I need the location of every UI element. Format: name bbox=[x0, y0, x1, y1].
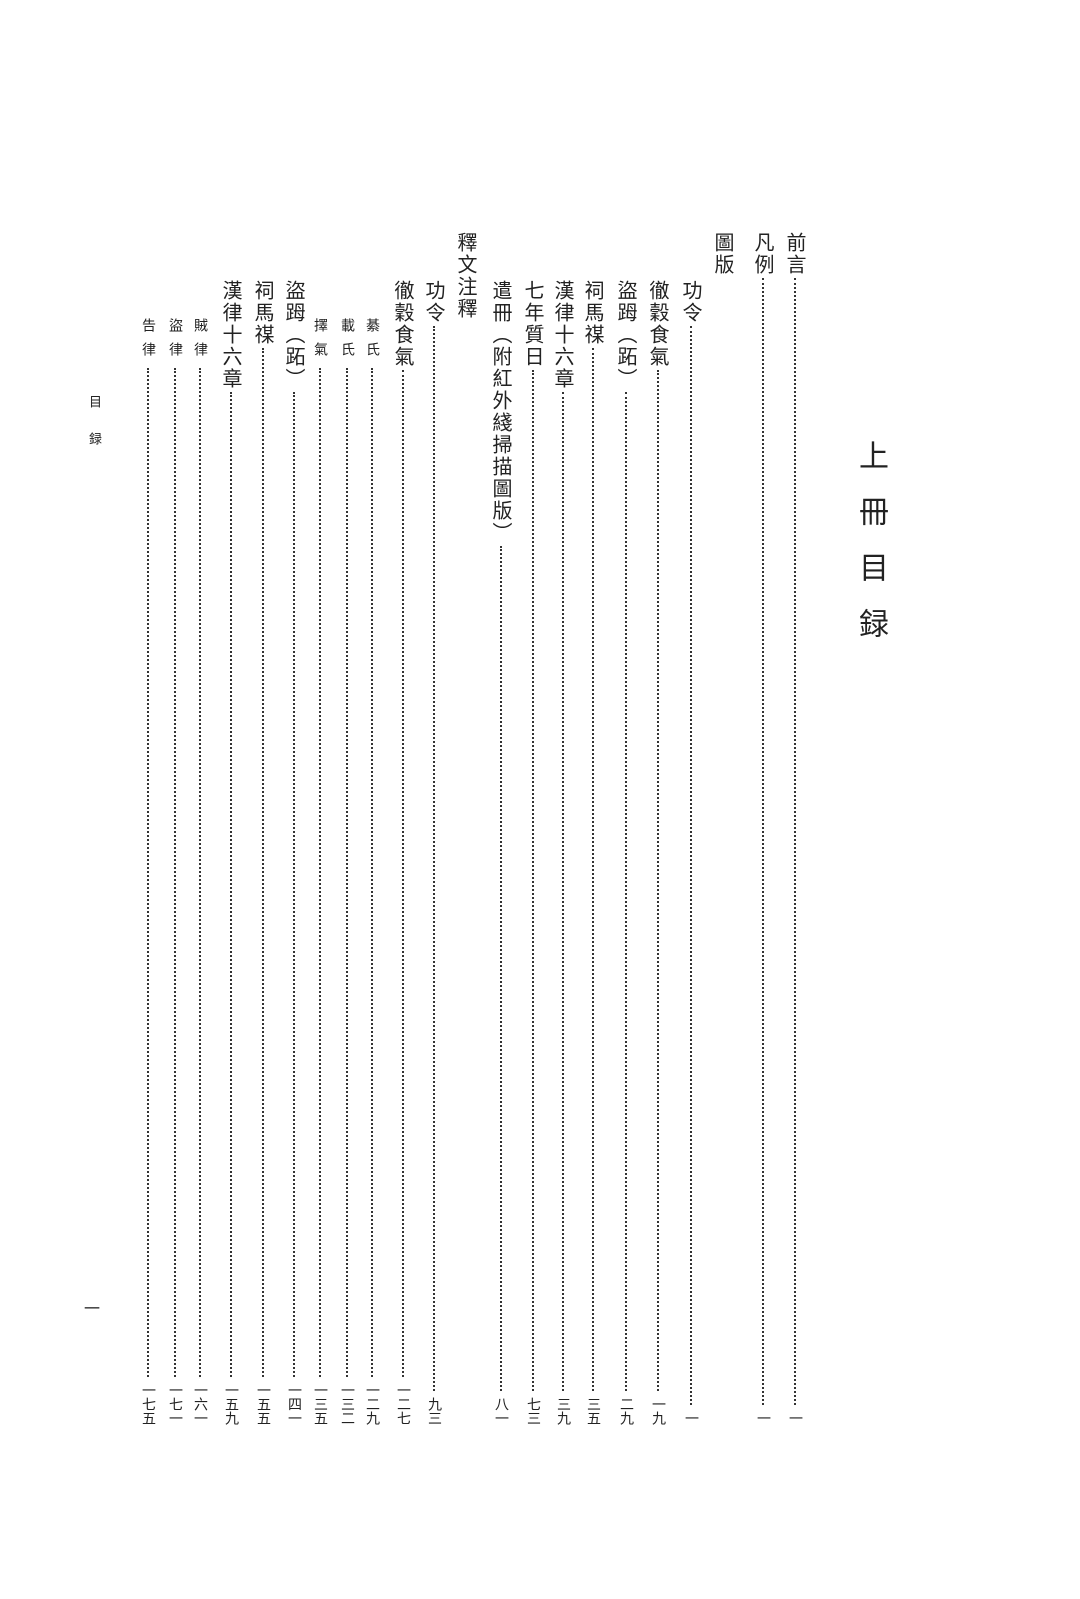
toc-entry: 漢律十六章 三九 bbox=[551, 280, 575, 1425]
dot-leader bbox=[293, 392, 295, 1377]
toc-entry-label: 告律 bbox=[140, 318, 156, 366]
toc-entry-label: 徹穀食氣 bbox=[646, 280, 670, 368]
toc-entry: 功令 九三 bbox=[422, 280, 446, 1425]
dot-leader bbox=[262, 348, 264, 1377]
toc-entry: 徹穀食氣 一二七 bbox=[391, 280, 415, 1425]
toc-entry: 綦氏 一二九 bbox=[363, 318, 381, 1425]
dot-leader bbox=[174, 368, 176, 1377]
page-title: 上冊目録 bbox=[853, 440, 888, 664]
toc-entry-page: 一七五 bbox=[140, 1383, 156, 1425]
toc-entry: 祠馬禖 三五 bbox=[581, 280, 605, 1425]
toc-entry-page: 八一 bbox=[493, 1397, 509, 1425]
toc-entry-label: 漢律十六章 bbox=[219, 280, 243, 390]
toc-entry-label: 賊律 bbox=[192, 318, 208, 366]
dot-leader bbox=[433, 326, 435, 1391]
dot-leader bbox=[147, 368, 149, 1377]
dot-leader bbox=[402, 370, 404, 1377]
toc-entry-page: 一九 bbox=[650, 1397, 666, 1425]
dot-leader bbox=[690, 326, 692, 1405]
toc-entry-label: 盜𧿹（跖） bbox=[614, 280, 638, 390]
dot-leader bbox=[625, 392, 627, 1391]
toc-entry-label: 前言 bbox=[783, 232, 807, 276]
toc-entry-label: 凡例 bbox=[751, 232, 775, 276]
toc-entry-page: 一 bbox=[787, 1411, 803, 1425]
page-number: 一 bbox=[84, 1299, 101, 1318]
toc-entry: 盜𧿹（跖） 一四一 bbox=[282, 280, 306, 1425]
dot-leader bbox=[199, 368, 201, 1377]
toc-entry-page: 一三五 bbox=[312, 1383, 328, 1425]
toc-entry-label: 綦氏 bbox=[364, 318, 380, 366]
dot-leader bbox=[371, 368, 373, 1377]
toc-entry-page: 一五五 bbox=[255, 1383, 271, 1425]
toc-entry-label: 祠馬禖 bbox=[251, 280, 275, 346]
toc-entry: 釋文注釋 bbox=[454, 232, 478, 320]
toc-entry-label: 功令 bbox=[422, 280, 446, 324]
toc-entry-label: 擇氣 bbox=[312, 318, 328, 366]
dot-leader bbox=[762, 278, 764, 1405]
toc-entry: 盜𧿹（跖） 二九 bbox=[614, 280, 638, 1425]
toc-entry-label: 盜律 bbox=[167, 318, 183, 366]
toc-entry-page: 一二九 bbox=[364, 1383, 380, 1425]
toc-entry-page: 三九 bbox=[555, 1397, 571, 1425]
toc-entry-page: 一三二 bbox=[339, 1383, 355, 1425]
dot-leader bbox=[794, 278, 796, 1405]
toc-entry: 盜律 一七一 bbox=[166, 318, 184, 1425]
toc-entry-page: 一五九 bbox=[223, 1383, 239, 1425]
dot-leader bbox=[657, 370, 659, 1391]
toc-entry-page: 三五 bbox=[585, 1397, 601, 1425]
toc-entry-label: 載氏 bbox=[339, 318, 355, 366]
dot-leader bbox=[346, 368, 348, 1377]
toc-entry: 祠馬禖 一五五 bbox=[251, 280, 275, 1425]
toc-entry: 圖版 bbox=[711, 232, 735, 276]
toc-entry: 告律 一七五 bbox=[139, 318, 157, 1425]
toc-entry-page: 二九 bbox=[618, 1397, 634, 1425]
toc-entry-label: 徹穀食氣 bbox=[391, 280, 415, 368]
dot-leader bbox=[592, 348, 594, 1391]
toc-entry: 載氏 一三二 bbox=[338, 318, 356, 1425]
toc-entry-page: 九三 bbox=[426, 1397, 442, 1425]
toc-entry-label: 遣冊（附紅外綫掃描圖版） bbox=[489, 280, 513, 544]
toc-entry-label: 盜𧿹（跖） bbox=[282, 280, 306, 390]
toc-entry-page: 一六一 bbox=[192, 1383, 208, 1425]
dot-leader bbox=[230, 392, 232, 1377]
toc-entry-page: 七三 bbox=[525, 1397, 541, 1425]
toc-entry: 漢律十六章 一五九 bbox=[219, 280, 243, 1425]
toc-entry-label: 圖版 bbox=[711, 232, 735, 276]
toc-entry-label: 七年質日 bbox=[521, 280, 545, 368]
toc-entry-label: 祠馬禖 bbox=[581, 280, 605, 346]
toc-entry: 擇氣 一三五 bbox=[311, 318, 329, 1425]
toc-entry-label: 功令 bbox=[679, 280, 703, 324]
toc-entry: 前言一 bbox=[783, 232, 807, 1425]
toc-entry: 功令一 bbox=[679, 280, 703, 1425]
toc-entry-page: 一四一 bbox=[286, 1383, 302, 1425]
toc-entry-page: 一二七 bbox=[395, 1383, 411, 1425]
toc-entry-page: 一七一 bbox=[167, 1383, 183, 1425]
dot-leader bbox=[532, 370, 534, 1391]
toc-entry-label: 漢律十六章 bbox=[551, 280, 575, 390]
running-head: 目録 bbox=[86, 395, 101, 469]
toc-entry: 凡例一 bbox=[751, 232, 775, 1425]
dot-leader bbox=[500, 546, 502, 1391]
toc-entry: 賊律 一六一 bbox=[191, 318, 209, 1425]
toc-entry-page: 一 bbox=[683, 1411, 699, 1425]
toc-entry: 遣冊（附紅外綫掃描圖版） 八一 bbox=[489, 280, 513, 1425]
dot-leader bbox=[319, 368, 321, 1377]
toc-entry: 七年質日 七三 bbox=[521, 280, 545, 1425]
toc-entry-page: 一 bbox=[755, 1411, 771, 1425]
dot-leader bbox=[562, 392, 564, 1391]
toc-entry-label: 釋文注釋 bbox=[454, 232, 478, 320]
toc-entry: 徹穀食氣 一九 bbox=[646, 280, 670, 1425]
